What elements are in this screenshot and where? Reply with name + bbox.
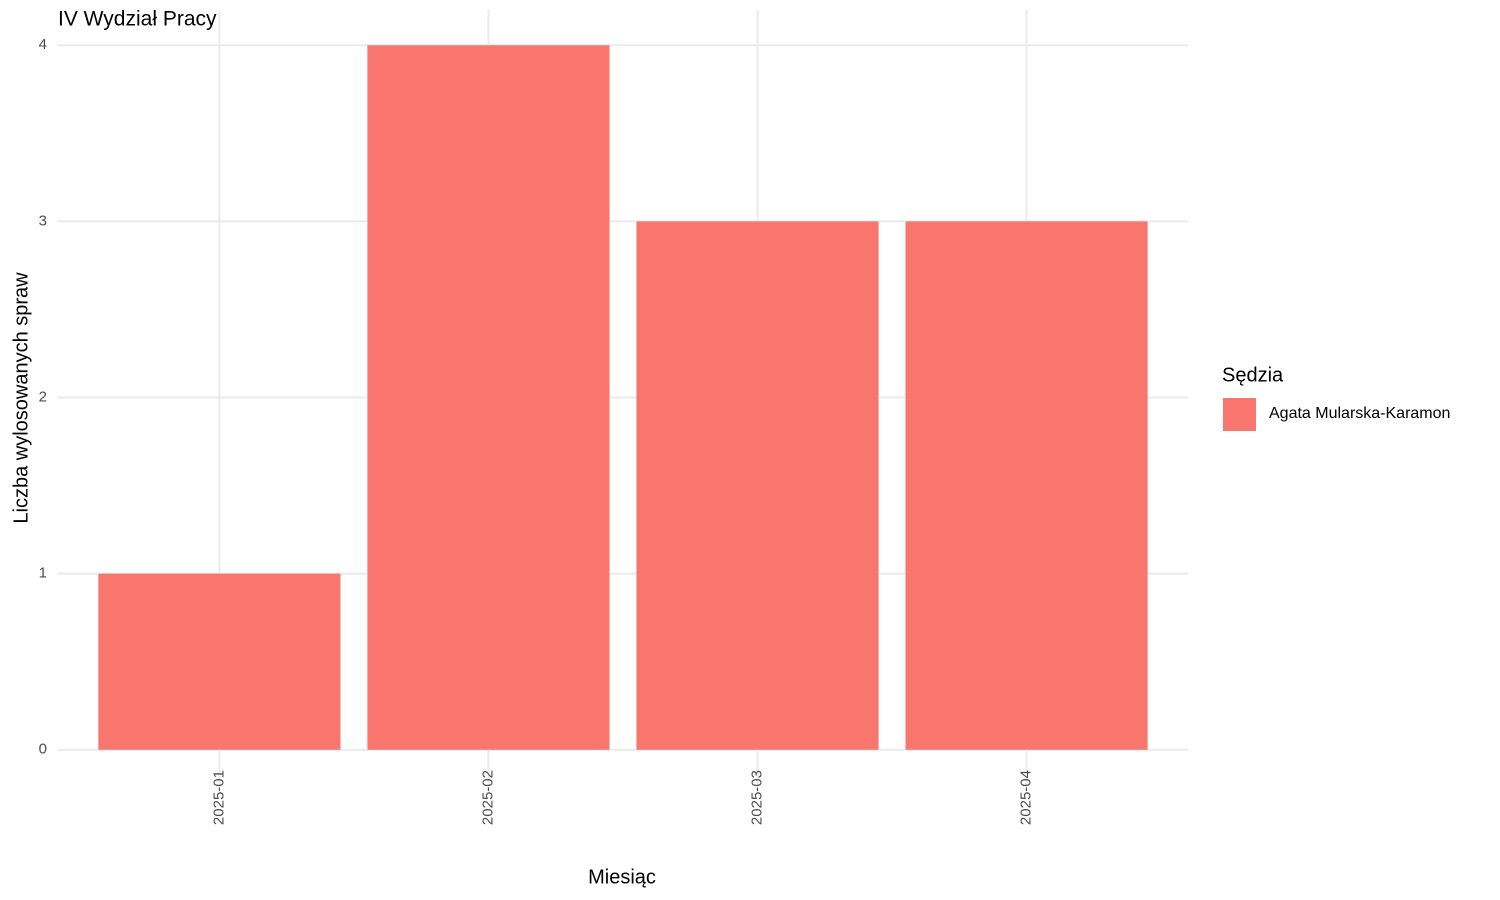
x-tick-label: 2025-04	[1018, 770, 1035, 825]
y-tick-label: 3	[39, 212, 47, 229]
bar	[636, 221, 879, 750]
bar	[367, 45, 610, 750]
x-tick-label: 2025-02	[479, 770, 496, 825]
bar	[905, 221, 1148, 750]
x-axis-title: Miesiąc	[588, 866, 656, 888]
legend-key	[1223, 398, 1256, 431]
y-tick-label: 0	[39, 741, 47, 758]
bar	[98, 573, 341, 750]
y-tick-label: 4	[39, 36, 47, 53]
y-tick-label: 2	[39, 388, 47, 405]
legend-title: Sędzia	[1222, 364, 1284, 386]
x-tick-label: 2025-01	[210, 770, 227, 825]
y-tick-label: 1	[39, 565, 47, 582]
x-tick-label: 2025-03	[748, 770, 765, 825]
y-axis-title: Liczba wylosowanych spraw	[10, 272, 32, 524]
legend-label: Agata Mularska-Karamon	[1269, 405, 1450, 422]
chart-title: IV Wydział Pracy	[58, 8, 217, 31]
